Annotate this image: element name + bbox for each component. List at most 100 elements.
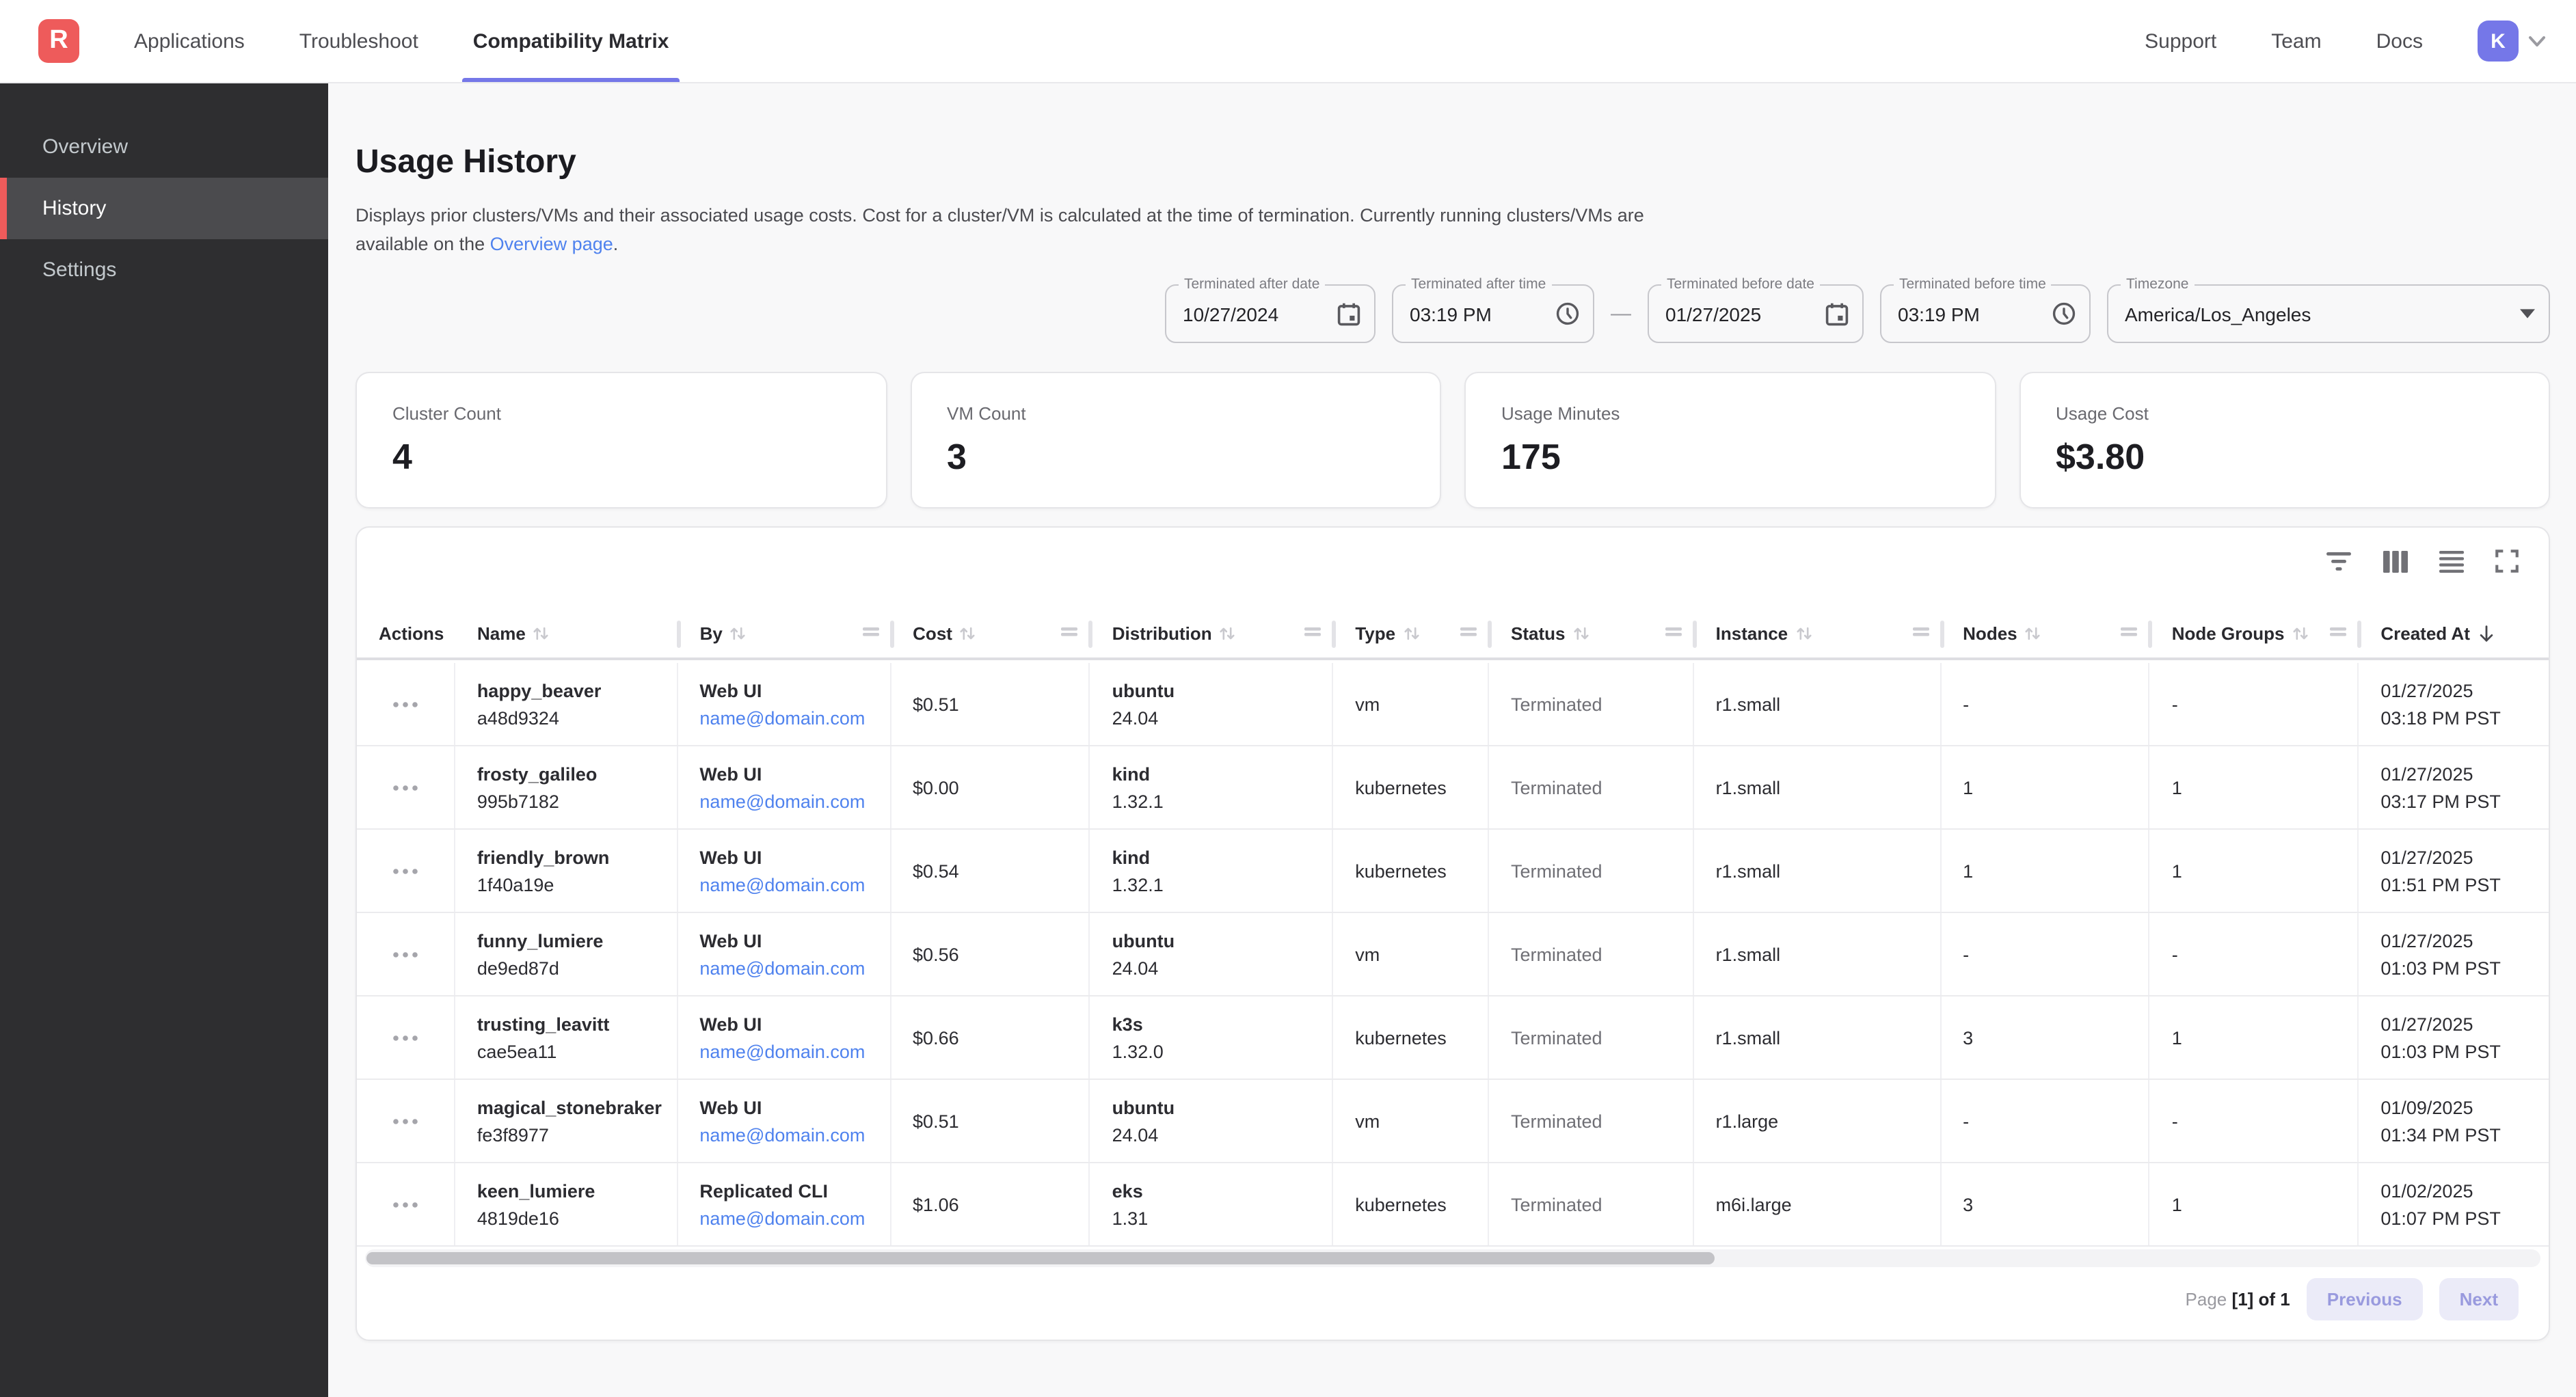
column-header-status[interactable]: Status [1489, 608, 1697, 657]
terminated-after-date-field[interactable]: Terminated after date 10/27/2024 [1165, 276, 1376, 343]
column-label: Created At [2380, 623, 2470, 643]
usage-table-card: Actions Name By Cost [355, 526, 2550, 1341]
sort-desc-icon[interactable] [2477, 623, 2497, 643]
account-menu-button[interactable]: K [2478, 21, 2546, 62]
column-resize-handle[interactable] [889, 621, 894, 648]
clock-icon[interactable] [1556, 302, 1579, 325]
horizontal-scrollbar-track[interactable] [365, 1249, 2540, 1267]
column-resize-handle[interactable] [1332, 621, 1337, 648]
column-menu-icon[interactable] [1912, 623, 1929, 643]
created-by-email-link[interactable]: name@domain.com [699, 874, 866, 895]
previous-page-button[interactable]: Previous [2306, 1278, 2423, 1320]
overview-page-link[interactable]: Overview page [489, 234, 613, 254]
sidebar-item-history[interactable]: History [0, 178, 328, 239]
sort-icon[interactable] [2291, 624, 2309, 642]
cell-node-groups: 1 [2150, 1163, 2359, 1245]
cost-value: $0.51 [913, 1111, 959, 1131]
sort-icon[interactable] [1795, 624, 1812, 642]
created-date: 01/27/2025 [2380, 930, 2473, 951]
column-resize-handle[interactable] [1488, 621, 1492, 648]
row-actions-button[interactable] [357, 1163, 455, 1245]
column-header-instance[interactable]: Instance [1694, 608, 1944, 657]
terminated-before-date-field[interactable]: Terminated before date 01/27/2025 [1648, 276, 1864, 343]
row-actions-button[interactable] [357, 996, 455, 1079]
column-header-type[interactable]: Type [1333, 608, 1492, 657]
next-page-button[interactable]: Next [2439, 1278, 2519, 1320]
row-actions-button[interactable] [357, 746, 455, 828]
column-header-cost[interactable]: Cost [891, 608, 1093, 657]
nav-link-team[interactable]: Team [2271, 29, 2322, 53]
column-menu-icon[interactable] [1665, 623, 1682, 643]
column-menu-icon[interactable] [2330, 623, 2347, 643]
column-resize-handle[interactable] [2357, 621, 2362, 648]
table-row: friendly_brown 1f40a19e Web UI name@domain… [357, 830, 2549, 913]
created-by-email-link[interactable]: name@domain.com [699, 958, 866, 978]
column-resize-handle[interactable] [676, 621, 681, 648]
status-badge: Terminated [1510, 944, 1602, 964]
column-resize-handle[interactable] [1088, 621, 1093, 648]
column-header-name[interactable]: Name [455, 608, 681, 657]
column-resize-handle[interactable] [1940, 621, 1944, 648]
row-actions-button[interactable] [357, 913, 455, 995]
timezone-select[interactable]: Timezone America/Los_Angeles [2107, 276, 2550, 343]
nodes-value: - [1963, 944, 1970, 964]
tab-applications[interactable]: Applications [134, 29, 245, 53]
cell-name: friendly_brown 1f40a19e [455, 830, 678, 912]
calendar-icon[interactable] [1337, 301, 1360, 326]
terminated-after-time-field[interactable]: Terminated after time 03:19 PM [1392, 276, 1594, 343]
column-header-node-groups[interactable]: Node Groups [2150, 608, 2362, 657]
cluster-name: magical_stonebraker [477, 1097, 662, 1117]
sort-icon[interactable] [2024, 624, 2042, 642]
column-header-distribution[interactable]: Distribution [1090, 608, 1337, 657]
row-actions-button[interactable] [357, 663, 455, 745]
sort-icon[interactable] [729, 624, 747, 642]
column-header-nodes[interactable]: Nodes [1941, 608, 2153, 657]
sort-icon[interactable] [1219, 624, 1237, 642]
sort-icon[interactable] [959, 624, 977, 642]
cell-cost: $0.51 [891, 1080, 1090, 1162]
column-header-by[interactable]: By [678, 608, 894, 657]
row-actions-button[interactable] [357, 1080, 455, 1162]
filter-icon[interactable] [2326, 550, 2352, 572]
sort-icon[interactable] [1572, 624, 1590, 642]
sort-icon[interactable] [1402, 624, 1420, 642]
instance-value: r1.large [1715, 1111, 1779, 1131]
column-menu-icon[interactable] [2121, 623, 2138, 643]
filter-bar: Terminated after date 10/27/2024 Termina… [1165, 276, 2550, 343]
created-by-email-link[interactable]: name@domain.com [699, 707, 866, 728]
column-header-actions: Actions [357, 608, 455, 657]
status-badge: Terminated [1510, 1194, 1602, 1215]
columns-icon[interactable] [2383, 550, 2408, 572]
column-menu-icon[interactable] [862, 623, 879, 643]
row-actions-button[interactable] [357, 830, 455, 912]
sidebar-item-overview[interactable]: Overview [42, 135, 129, 159]
calendar-icon[interactable] [1825, 301, 1849, 326]
nav-link-support[interactable]: Support [2145, 29, 2217, 53]
column-header-created-at[interactable]: Created At [2359, 608, 2549, 657]
cell-nodes: 1 [1941, 830, 2150, 912]
node-groups-value: - [2171, 1111, 2178, 1131]
tab-compatibility-matrix[interactable]: Compatibility Matrix [461, 0, 681, 82]
column-menu-icon[interactable] [1304, 623, 1321, 643]
created-by-email-link[interactable]: name@domain.com [699, 1124, 866, 1145]
terminated-before-time-field[interactable]: Terminated before time 03:19 PM [1880, 276, 2091, 343]
column-menu-icon[interactable] [1460, 623, 1477, 643]
created-by-email-link[interactable]: name@domain.com [699, 1208, 866, 1228]
created-by-email-link[interactable]: name@domain.com [699, 1041, 866, 1061]
column-resize-handle[interactable] [2148, 621, 2153, 648]
sort-icon[interactable] [533, 624, 550, 642]
density-icon[interactable] [2439, 550, 2464, 572]
column-label: Distribution [1112, 623, 1212, 643]
created-by-email-link[interactable]: name@domain.com [699, 791, 866, 811]
column-menu-icon[interactable] [1061, 623, 1078, 643]
replicated-logo[interactable]: R [38, 19, 79, 63]
clock-icon[interactable] [2052, 302, 2076, 325]
fullscreen-icon[interactable] [2495, 550, 2519, 573]
sidebar-item-settings[interactable]: Settings [42, 258, 117, 282]
column-resize-handle[interactable] [1692, 621, 1697, 648]
stat-card-cluster-count: Cluster Count 4 [355, 372, 887, 508]
horizontal-scrollbar-thumb[interactable] [366, 1252, 1715, 1264]
nav-link-docs[interactable]: Docs [2376, 29, 2423, 53]
tab-troubleshoot[interactable]: Troubleshoot [299, 29, 418, 53]
